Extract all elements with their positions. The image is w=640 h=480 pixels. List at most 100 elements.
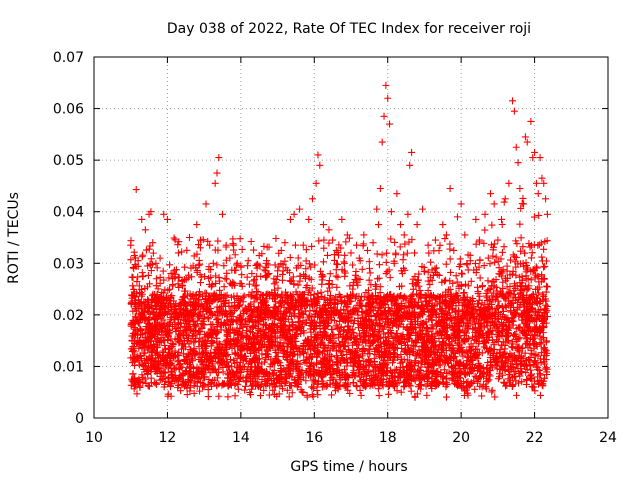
data-point xyxy=(510,331,518,339)
data-point xyxy=(540,292,548,300)
data-point xyxy=(181,357,189,365)
data-point xyxy=(349,285,357,293)
data-point xyxy=(355,254,363,262)
data-point xyxy=(488,292,496,300)
data-point xyxy=(320,244,328,252)
data-point xyxy=(257,366,265,374)
data-point xyxy=(181,263,189,271)
data-point xyxy=(387,208,395,216)
data-point xyxy=(503,262,511,270)
data-point xyxy=(365,258,373,266)
data-point xyxy=(287,382,295,390)
data-point xyxy=(406,161,414,169)
data-point xyxy=(532,179,540,187)
data-point xyxy=(296,205,304,213)
data-point xyxy=(127,237,135,245)
data-point xyxy=(411,249,419,257)
data-point xyxy=(375,261,383,269)
data-point xyxy=(334,251,342,259)
data-point xyxy=(133,390,141,398)
data-point xyxy=(426,281,434,289)
data-point xyxy=(160,210,168,218)
data-point xyxy=(424,241,432,249)
data-point xyxy=(401,345,409,353)
data-point xyxy=(340,259,348,267)
data-point xyxy=(417,363,425,371)
data-point xyxy=(525,240,533,248)
data-point xyxy=(238,333,246,341)
data-point xyxy=(509,97,517,105)
data-point xyxy=(500,243,508,251)
data-point xyxy=(302,265,310,273)
data-point xyxy=(517,204,525,212)
data-point xyxy=(246,335,254,343)
data-point xyxy=(401,240,409,248)
data-point xyxy=(328,280,336,288)
data-point xyxy=(332,272,340,280)
data-point xyxy=(365,264,373,272)
data-point xyxy=(193,317,201,325)
data-point xyxy=(214,237,222,245)
data-point xyxy=(457,200,465,208)
data-point xyxy=(424,268,432,276)
data-point xyxy=(521,133,529,141)
data-point xyxy=(420,267,428,275)
data-point xyxy=(127,381,135,389)
data-point xyxy=(340,366,348,374)
data-point xyxy=(275,299,283,307)
data-point xyxy=(161,369,169,377)
data-point xyxy=(403,249,411,257)
data-point xyxy=(312,179,320,187)
data-point xyxy=(186,290,194,298)
data-point xyxy=(409,285,417,293)
data-point xyxy=(215,154,223,162)
data-point xyxy=(480,239,488,247)
data-point xyxy=(345,234,353,242)
data-point xyxy=(356,386,364,394)
data-point xyxy=(483,364,491,372)
data-point xyxy=(429,339,437,347)
data-point xyxy=(347,249,355,257)
data-point xyxy=(205,315,213,323)
data-point xyxy=(197,279,205,287)
data-point xyxy=(261,358,269,366)
data-point xyxy=(450,246,458,254)
data-point xyxy=(325,239,333,247)
data-point xyxy=(204,314,212,322)
data-point xyxy=(223,275,231,283)
data-point xyxy=(292,288,300,296)
data-point xyxy=(375,221,383,229)
data-point xyxy=(271,313,279,321)
data-point xyxy=(493,365,501,373)
data-point xyxy=(431,236,439,244)
data-point xyxy=(360,231,368,239)
data-point xyxy=(413,390,421,398)
data-point xyxy=(222,243,230,251)
data-point xyxy=(147,255,155,263)
data-point xyxy=(529,154,537,162)
data-point xyxy=(472,240,480,248)
data-point xyxy=(229,240,237,248)
data-point xyxy=(537,305,545,313)
data-point xyxy=(319,272,327,280)
data-point xyxy=(281,239,289,247)
data-point xyxy=(335,317,343,325)
data-point xyxy=(373,250,381,258)
data-point xyxy=(488,388,496,396)
data-point xyxy=(495,264,503,272)
data-point xyxy=(223,269,231,277)
data-point xyxy=(308,242,316,250)
data-point xyxy=(237,280,245,288)
data-point xyxy=(527,276,535,284)
data-point xyxy=(543,282,551,290)
data-point xyxy=(211,179,219,187)
data-point xyxy=(463,260,471,268)
data-point xyxy=(154,285,162,293)
data-point xyxy=(131,312,139,320)
data-point xyxy=(474,290,482,298)
data-point xyxy=(212,272,220,280)
data-point xyxy=(542,195,550,203)
data-point xyxy=(127,256,135,264)
data-point xyxy=(489,243,497,251)
